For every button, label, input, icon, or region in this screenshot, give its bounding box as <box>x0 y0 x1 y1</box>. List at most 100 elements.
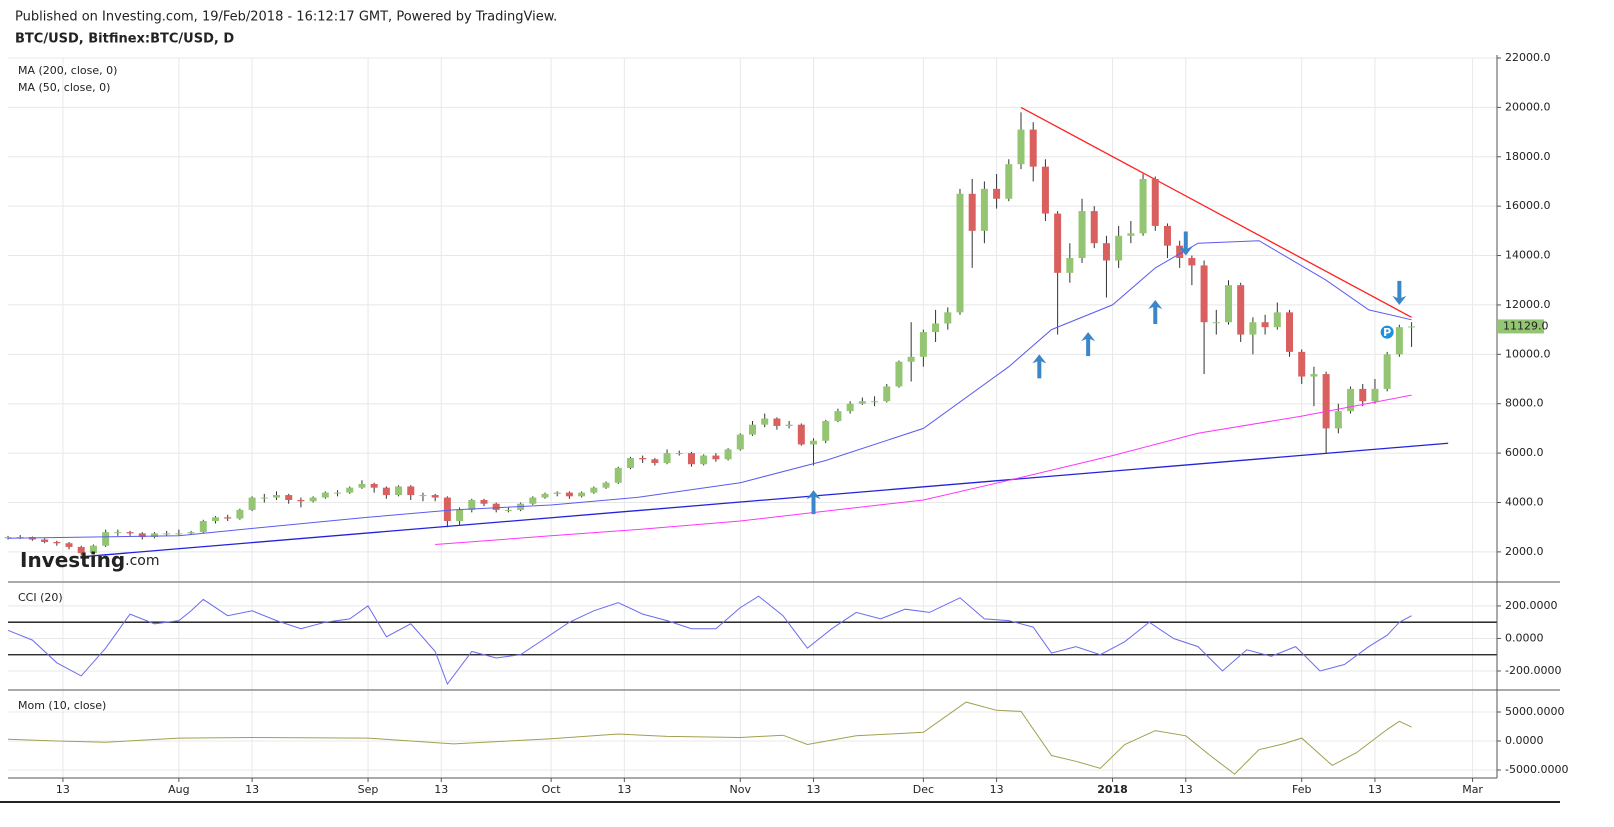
y-tick-label: 16000.0 <box>1505 199 1551 212</box>
marker <box>1379 324 1395 340</box>
candle-body <box>712 455 720 460</box>
candle-body <box>260 497 268 499</box>
candle-body <box>1176 245 1184 259</box>
candle-body <box>724 449 732 460</box>
y-tick-label: -5000.0000 <box>1505 763 1568 776</box>
x-tick-label: Oct <box>542 783 562 796</box>
x-tick-label: 13 <box>617 783 631 796</box>
candle-body <box>1408 326 1416 328</box>
series-line <box>7 595 1412 686</box>
plot: P <box>4 106 1497 775</box>
candle-body <box>1041 166 1049 214</box>
candle-body <box>187 532 195 534</box>
last-price-box <box>1498 319 1544 334</box>
candle-body <box>456 509 464 522</box>
x-tick-label: Dec <box>913 783 934 796</box>
candle-body <box>492 503 500 510</box>
series-line <box>7 240 1412 539</box>
candle-body <box>504 509 512 511</box>
candle-body <box>614 467 622 483</box>
candle-body <box>248 497 256 510</box>
y-tick-label: 200.0000 <box>1505 599 1558 612</box>
series-line <box>435 394 1412 545</box>
candle-body <box>687 453 695 465</box>
legend-entry: MA (50, close, 0) <box>18 81 110 94</box>
y-tick-label: 5000.0000 <box>1505 705 1565 718</box>
candle-body <box>382 487 390 496</box>
candle-body <box>1347 388 1355 412</box>
candle-body <box>163 533 171 535</box>
candle-body <box>1310 374 1318 377</box>
candle-body <box>199 521 207 533</box>
x-tick-label: 2018 <box>1097 783 1128 796</box>
published-note: Published on Investing.com, 19/Feb/2018 … <box>15 10 557 25</box>
candle-body <box>297 500 305 502</box>
y-tick-label: 22000.0 <box>1505 51 1551 64</box>
candle-body <box>785 424 793 426</box>
candle-body <box>663 453 671 463</box>
x-tick-label: 13 <box>990 783 1004 796</box>
candle-body <box>675 453 683 455</box>
candle-body <box>1261 322 1269 328</box>
y-tick-label: 14000.0 <box>1505 249 1551 262</box>
candle-body <box>1054 213 1062 273</box>
candle-body <box>626 458 634 468</box>
y-tick-label: 4000.0 <box>1505 495 1544 508</box>
candle-body <box>1273 312 1281 328</box>
trend-line <box>1020 106 1412 318</box>
candle-body <box>53 541 61 544</box>
candle-body <box>126 532 134 534</box>
x-tick-label: Sep <box>358 783 379 796</box>
candle-body <box>236 509 244 519</box>
candle-body <box>89 545 97 554</box>
candle-body <box>16 537 24 539</box>
x-tick-label: 13 <box>434 783 448 796</box>
annotation-arrow <box>1148 299 1163 324</box>
x-tick-label: Nov <box>730 783 752 796</box>
candle-body <box>895 361 903 387</box>
candle-body <box>150 533 158 538</box>
x-tick-label: Aug <box>168 783 189 796</box>
candle-body <box>1151 178 1159 226</box>
candle-body <box>919 332 927 357</box>
candle-body <box>1066 258 1074 273</box>
candle-body <box>541 493 549 498</box>
grid <box>8 57 1501 782</box>
candle-body <box>1383 354 1391 389</box>
candle-body <box>1359 388 1367 402</box>
candle-body <box>1249 322 1257 335</box>
candle-body <box>114 532 122 534</box>
candle-body <box>407 486 415 496</box>
candle-body <box>1322 374 1330 429</box>
logo-main: Investing <box>20 548 125 572</box>
candle-body <box>639 458 647 460</box>
candle-body <box>419 495 427 497</box>
candle-body <box>810 440 818 445</box>
candle-body <box>1224 285 1232 323</box>
candle-body <box>590 487 598 493</box>
candle-body <box>1029 129 1037 167</box>
candle-body <box>1298 351 1306 377</box>
candle-body <box>224 517 232 519</box>
y-tick-label: 2000.0 <box>1505 545 1544 558</box>
candle-body <box>1139 178 1147 234</box>
candle-body <box>749 424 756 435</box>
candle-body <box>834 411 842 421</box>
x-tick-label: Feb <box>1292 783 1311 796</box>
candle-body <box>1017 129 1025 165</box>
legend-entry: Mom (10, close) <box>18 699 106 712</box>
x-tick-label: 13 <box>56 783 70 796</box>
y-tick-label: 20000.0 <box>1505 100 1551 113</box>
x-tick-label: 13 <box>245 783 259 796</box>
candle-body <box>529 497 537 504</box>
candle-body <box>395 486 403 496</box>
candle-body <box>65 543 73 547</box>
candle-body <box>285 495 293 501</box>
y-tick-label: 12000.0 <box>1505 298 1551 311</box>
candle-body <box>980 188 988 231</box>
last-price-label: 11129.0 <box>1503 319 1549 332</box>
annotation-arrow <box>1392 280 1407 305</box>
y-tick-label: 0.0000 <box>1505 734 1544 747</box>
candle-body <box>1090 211 1098 244</box>
candle-body <box>321 492 329 498</box>
